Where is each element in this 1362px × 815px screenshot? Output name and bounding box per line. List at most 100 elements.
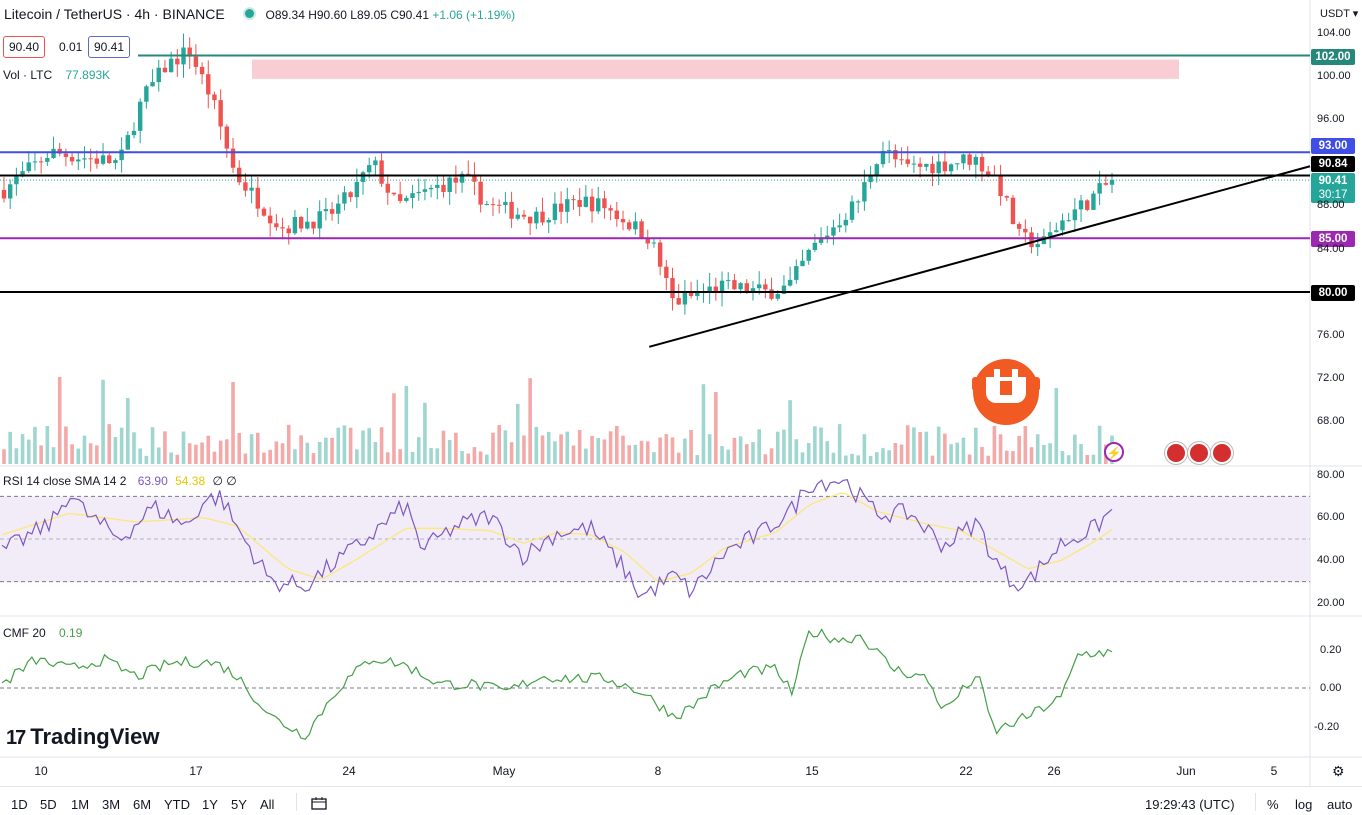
volume-bar bbox=[509, 442, 514, 464]
candle-body bbox=[367, 165, 372, 173]
volume-bar bbox=[912, 427, 916, 464]
volume-bar bbox=[385, 452, 390, 464]
volume-bar bbox=[949, 444, 953, 464]
candle-body bbox=[478, 181, 483, 205]
candle-body bbox=[534, 211, 539, 224]
volume-bar bbox=[441, 430, 446, 464]
volume-bar bbox=[522, 435, 526, 464]
sell-price-box[interactable]: 90.40 bbox=[3, 36, 46, 58]
candle-body bbox=[472, 174, 477, 182]
gear-icon[interactable]: ⚙ bbox=[1332, 763, 1345, 779]
auto-toggle[interactable]: auto bbox=[1327, 797, 1353, 812]
tradingview-logo[interactable]: 17 TradingView bbox=[6, 724, 159, 750]
cmf-tick: 0.20 bbox=[1320, 644, 1342, 656]
candle-body bbox=[825, 235, 830, 238]
volume-bar bbox=[751, 442, 755, 464]
volume-bar bbox=[887, 450, 891, 464]
candle-body bbox=[125, 135, 130, 150]
volume-bar bbox=[200, 442, 204, 464]
timeframe-1m[interactable]: 1M bbox=[71, 797, 90, 812]
candle-body bbox=[540, 211, 545, 223]
ascending-trendline bbox=[648, 165, 1311, 348]
volume-bar bbox=[837, 424, 842, 464]
us-flag-event-icon[interactable] bbox=[1188, 442, 1210, 464]
volume-bar bbox=[503, 430, 508, 464]
level-tag-80[interactable]: 80.00 bbox=[1311, 285, 1355, 301]
percent-toggle[interactable]: % bbox=[1267, 797, 1279, 812]
level-tag-85[interactable]: 85.00 bbox=[1311, 231, 1355, 247]
candle-body bbox=[800, 260, 805, 267]
lightning-event-icon[interactable]: ⚡ bbox=[1104, 442, 1124, 462]
buy-price-box[interactable]: 90.41 bbox=[88, 36, 131, 58]
volume-bar bbox=[825, 441, 830, 464]
volume-bar bbox=[51, 447, 56, 464]
volume-legend[interactable]: Vol · LTC 77.893K bbox=[3, 68, 110, 82]
volume-bar bbox=[806, 443, 811, 464]
candle-body bbox=[936, 161, 941, 174]
volume-bar bbox=[571, 445, 576, 464]
us-flag-event-icon[interactable] bbox=[1211, 442, 1233, 464]
volume-bar bbox=[608, 431, 613, 464]
volume-bar bbox=[478, 451, 483, 464]
candle-body bbox=[32, 161, 38, 163]
volume-bar bbox=[775, 431, 780, 464]
candle-body bbox=[849, 201, 855, 220]
log-toggle[interactable]: log bbox=[1295, 797, 1313, 812]
candle-body bbox=[187, 47, 192, 57]
candle-body bbox=[596, 198, 601, 212]
cmf-legend[interactable]: CMF 20 0.19 bbox=[3, 626, 82, 640]
candle-body bbox=[515, 214, 520, 219]
volume-bar bbox=[472, 447, 477, 464]
volume-bar bbox=[26, 439, 31, 464]
level-tag-102[interactable]: 102.00 bbox=[1311, 49, 1355, 65]
chart-header: Litecoin / TetherUS · 4h · BINANCE O89.3… bbox=[4, 6, 515, 22]
candle-body bbox=[812, 242, 818, 250]
timeframe-1y[interactable]: 1Y bbox=[202, 797, 218, 812]
candle-body bbox=[57, 148, 62, 154]
candle-body bbox=[459, 173, 465, 183]
candle-body bbox=[633, 221, 638, 230]
date-range-icon[interactable] bbox=[311, 797, 327, 810]
level-tag-90-84[interactable]: 90.84 bbox=[1311, 156, 1355, 172]
time-tick: Jun bbox=[1176, 764, 1196, 778]
time-tick: 15 bbox=[805, 764, 819, 778]
candle-body bbox=[874, 164, 879, 176]
volume-bar bbox=[967, 454, 972, 464]
candle-body bbox=[38, 161, 44, 163]
candle-body bbox=[144, 86, 149, 102]
volume-bar bbox=[819, 427, 823, 464]
timeframe-6m[interactable]: 6M bbox=[133, 797, 152, 812]
volume-bar bbox=[961, 437, 966, 464]
candle-body bbox=[787, 279, 793, 286]
timeframe-all[interactable]: All bbox=[260, 797, 275, 812]
us-flag-event-icon[interactable] bbox=[1165, 442, 1187, 464]
candle-body bbox=[336, 203, 341, 214]
currency-selector[interactable]: USDT ▾ bbox=[1320, 7, 1358, 20]
volume-bar bbox=[689, 430, 693, 464]
candle-body bbox=[267, 215, 273, 224]
timeframe-1d[interactable]: 1D bbox=[11, 797, 28, 812]
candle-body bbox=[274, 223, 279, 228]
time-tick: 10 bbox=[34, 764, 48, 778]
candle-body bbox=[1097, 183, 1102, 194]
rsi-tick: 80.00 bbox=[1317, 469, 1345, 481]
rsi-legend[interactable]: RSI 14 close SMA 14 2 63.90 54.38 ∅ ∅ bbox=[3, 474, 237, 488]
volume-bar bbox=[744, 444, 749, 464]
timeframe-5y[interactable]: 5Y bbox=[231, 797, 247, 812]
ohlc-high: H90.60 bbox=[308, 8, 347, 22]
timeframe-3m[interactable]: 3M bbox=[102, 797, 121, 812]
candle-body bbox=[230, 148, 236, 168]
timeframe-5d[interactable]: 5D bbox=[40, 797, 57, 812]
candle-body bbox=[206, 74, 211, 95]
timeframe-ytd[interactable]: YTD bbox=[164, 797, 190, 812]
volume-bar bbox=[255, 432, 260, 464]
utc-clock[interactable]: 19:29:43 (UTC) bbox=[1145, 797, 1235, 812]
volume-bar bbox=[342, 425, 347, 464]
volume-bar bbox=[305, 442, 310, 464]
current-price-tag[interactable]: 90.41 30:17 bbox=[1311, 173, 1355, 203]
volume-bar bbox=[150, 427, 155, 464]
symbol-title[interactable]: Litecoin / TetherUS · 4h · BINANCE bbox=[4, 6, 225, 22]
level-tag-93[interactable]: 93.00 bbox=[1311, 138, 1355, 154]
volume-bar bbox=[181, 431, 186, 464]
